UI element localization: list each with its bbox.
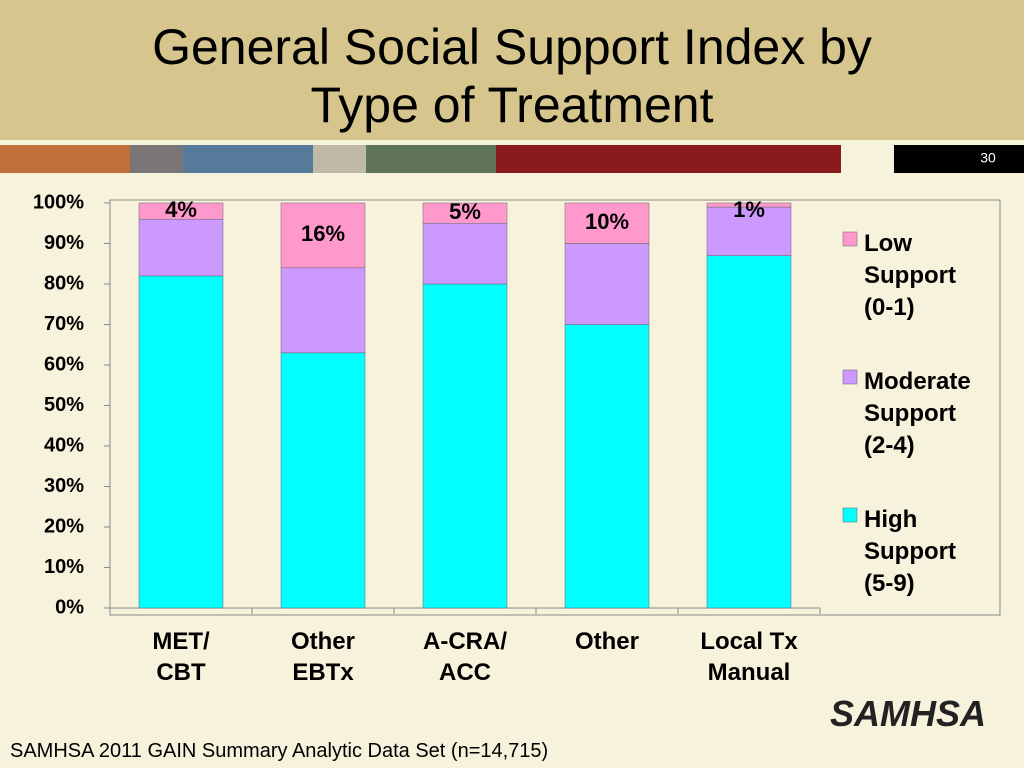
legend-label: Low Support (0-1) [864,230,956,321]
data-label: 10% [585,209,629,234]
y-tick-label: 10% [44,556,84,578]
stripe [496,145,841,173]
bar-segment [138,275,224,609]
y-tick-label: 70% [44,313,84,335]
y-tick-label: 50% [44,394,84,416]
y-tick-label: 0% [55,596,84,618]
chart-title: General Social Support Index by Type of … [152,19,872,133]
bar-segment [422,223,508,285]
data-label: 4% [165,197,197,222]
bar-segment [280,202,366,269]
bar-segment [280,352,366,609]
y-tick-label: 40% [44,434,84,456]
slide-number: 30 [980,150,996,166]
legend-label: Moderate Support (2-4) [864,368,971,459]
stripe [130,145,183,173]
y-tick-label: 90% [44,232,84,254]
bar-segment [706,255,792,609]
bar-segment [138,202,224,220]
stripe [313,145,366,173]
bar-segment [564,243,650,325]
title-band [0,0,1024,140]
bar-segment [706,202,792,208]
y-tick-label: 100% [33,191,84,213]
x-tick-label: A-CRA/ ACC [423,628,507,686]
x-tick-label: MET/ CBT [152,628,210,686]
bar-segment [564,324,650,609]
stripe [0,145,130,173]
bar-segment [280,267,366,354]
y-tick-label: 80% [44,272,84,294]
x-tick-label: Other EBTx [290,628,355,686]
legend-swatch [842,231,858,247]
stripe [366,145,496,173]
y-tick-label: 20% [44,515,84,537]
bar-segment [706,206,792,256]
logo: SAMHSA [830,693,987,734]
stripe [841,145,894,173]
legend-swatch [842,507,858,523]
x-tick-label: Other [574,628,639,655]
number-box [894,145,1024,173]
legend-label: High Support (5-9) [864,506,956,597]
bar-segment [422,283,508,609]
x-tick-label: Local Tx Manual [700,628,798,686]
y-tick-label: 30% [44,475,84,497]
bar-segment [138,218,224,277]
data-label: 5% [449,199,481,224]
footnote: SAMHSA 2011 GAIN Summary Analytic Data S… [10,740,549,762]
stripe [183,145,313,173]
bar-segment [564,202,650,244]
data-label: 1% [733,197,765,222]
bar-segment [422,202,508,224]
data-label: 16% [301,221,345,246]
legend-swatch [842,369,858,385]
y-tick-label: 60% [44,353,84,375]
